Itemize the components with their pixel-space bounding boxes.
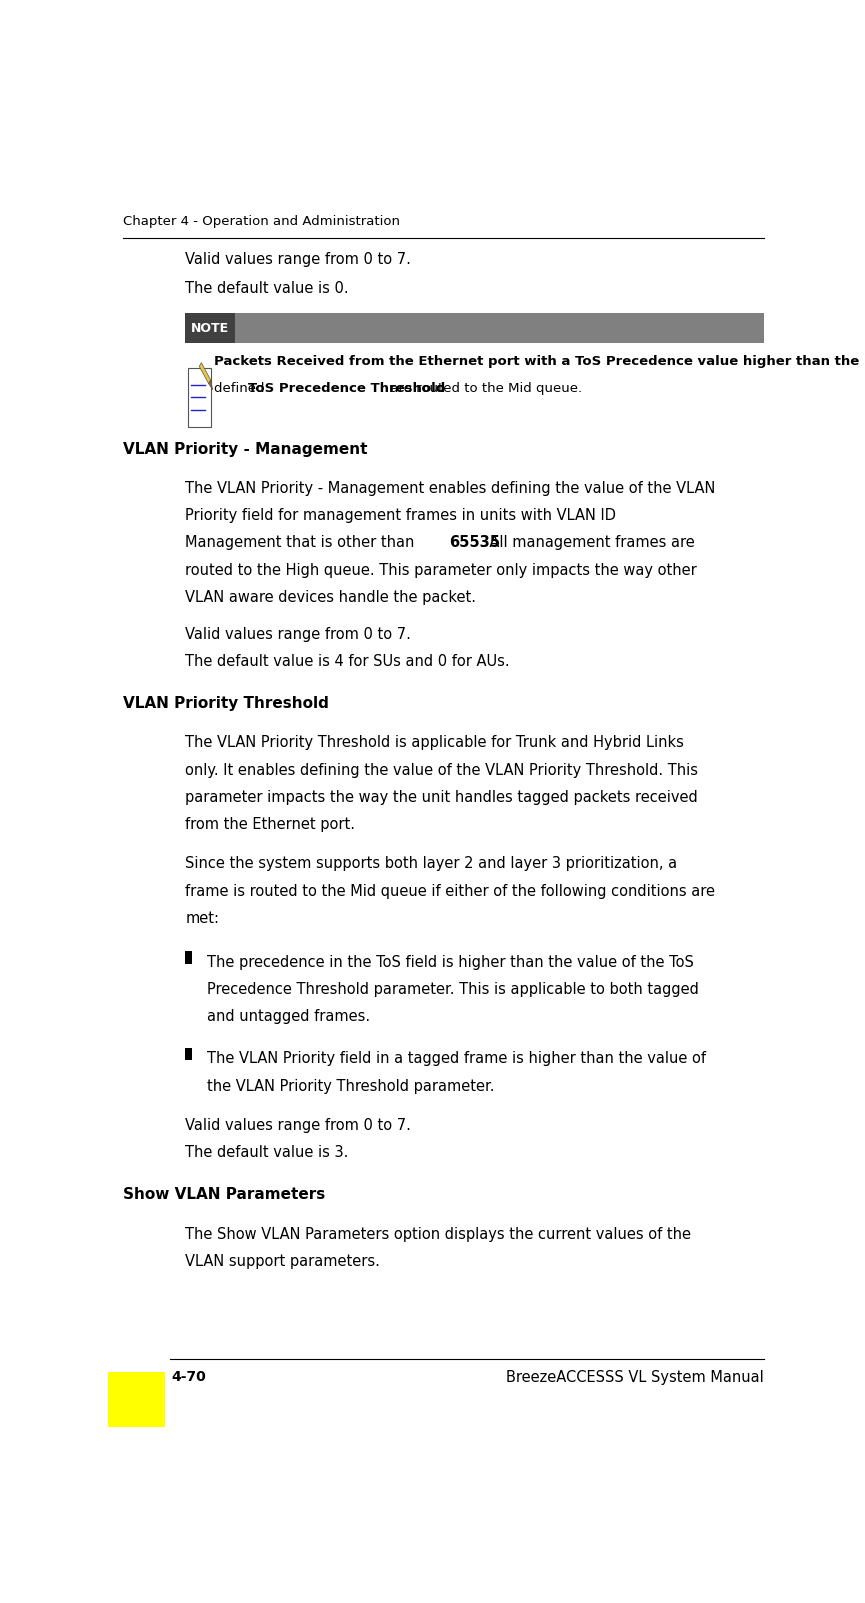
Text: VLAN Priority - Management: VLAN Priority - Management [123, 442, 368, 457]
Text: VLAN Priority Threshold: VLAN Priority Threshold [123, 696, 329, 712]
Text: from the Ethernet port.: from the Ethernet port. [185, 818, 356, 832]
Text: The default value is 4 for SUs and 0 for AUs.: The default value is 4 for SUs and 0 for… [185, 654, 509, 668]
Text: The precedence in the ToS field is higher than the value of the ToS: The precedence in the ToS field is highe… [208, 955, 695, 970]
Text: BreezeACCESSS VL System Manual: BreezeACCESSS VL System Manual [506, 1371, 764, 1385]
FancyBboxPatch shape [188, 367, 211, 426]
Text: are routed to the Mid queue.: are routed to the Mid queue. [387, 383, 582, 396]
Text: Packets Received from the Ethernet port with a ToS Precedence value higher than : Packets Received from the Ethernet port … [214, 356, 859, 369]
Text: only. It enables defining the value of the VLAN Priority Threshold. This: only. It enables defining the value of t… [185, 763, 698, 777]
Text: Management that is other than: Management that is other than [185, 535, 420, 550]
Text: Show VLAN Parameters: Show VLAN Parameters [123, 1188, 325, 1202]
Text: 65535: 65535 [449, 535, 500, 550]
Text: The VLAN Priority - Management enables defining the value of the VLAN: The VLAN Priority - Management enables d… [185, 481, 715, 497]
Text: met:: met: [185, 911, 219, 925]
Text: the VLAN Priority Threshold parameter.: the VLAN Priority Threshold parameter. [208, 1079, 495, 1093]
Text: Valid values range from 0 to 7.: Valid values range from 0 to 7. [185, 1119, 411, 1133]
Text: Valid values range from 0 to 7.: Valid values range from 0 to 7. [185, 627, 411, 641]
Text: Valid values range from 0 to 7.: Valid values range from 0 to 7. [185, 252, 411, 266]
FancyBboxPatch shape [185, 313, 234, 343]
FancyBboxPatch shape [185, 952, 192, 963]
Text: The default value is 3.: The default value is 3. [185, 1145, 349, 1161]
FancyBboxPatch shape [185, 313, 764, 343]
Polygon shape [199, 362, 211, 383]
Text: ToS Precedence Threshold: ToS Precedence Threshold [247, 383, 445, 396]
Polygon shape [208, 380, 213, 390]
Text: Since the system supports both layer 2 and layer 3 prioritization, a: Since the system supports both layer 2 a… [185, 856, 677, 872]
Text: The VLAN Priority Threshold is applicable for Trunk and Hybrid Links: The VLAN Priority Threshold is applicabl… [185, 736, 684, 750]
Text: NOTE: NOTE [191, 322, 229, 335]
Text: defined: defined [214, 383, 269, 396]
Text: routed to the High queue. This parameter only impacts the way other: routed to the High queue. This parameter… [185, 563, 697, 577]
Text: 4-70: 4-70 [172, 1371, 207, 1385]
Text: The default value is 0.: The default value is 0. [185, 281, 349, 297]
Text: VLAN support parameters.: VLAN support parameters. [185, 1254, 380, 1270]
Text: VLAN aware devices handle the packet.: VLAN aware devices handle the packet. [185, 590, 477, 604]
Text: Precedence Threshold parameter. This is applicable to both tagged: Precedence Threshold parameter. This is … [208, 983, 699, 997]
FancyBboxPatch shape [108, 1372, 165, 1427]
Text: frame is routed to the Mid queue if either of the following conditions are: frame is routed to the Mid queue if eith… [185, 883, 715, 899]
Text: The Show VLAN Parameters option displays the current values of the: The Show VLAN Parameters option displays… [185, 1226, 691, 1242]
Text: Chapter 4 - Operation and Administration: Chapter 4 - Operation and Administration [123, 215, 400, 228]
Text: and untagged frames.: and untagged frames. [208, 1010, 370, 1024]
FancyBboxPatch shape [185, 1048, 192, 1060]
Text: The VLAN Priority field in a tagged frame is higher than the value of: The VLAN Priority field in a tagged fram… [208, 1052, 707, 1066]
Text: parameter impacts the way the unit handles tagged packets received: parameter impacts the way the unit handl… [185, 790, 698, 805]
Text: . All management frames are: . All management frames are [479, 535, 695, 550]
Text: Priority field for management frames in units with VLAN ID: Priority field for management frames in … [185, 508, 616, 523]
